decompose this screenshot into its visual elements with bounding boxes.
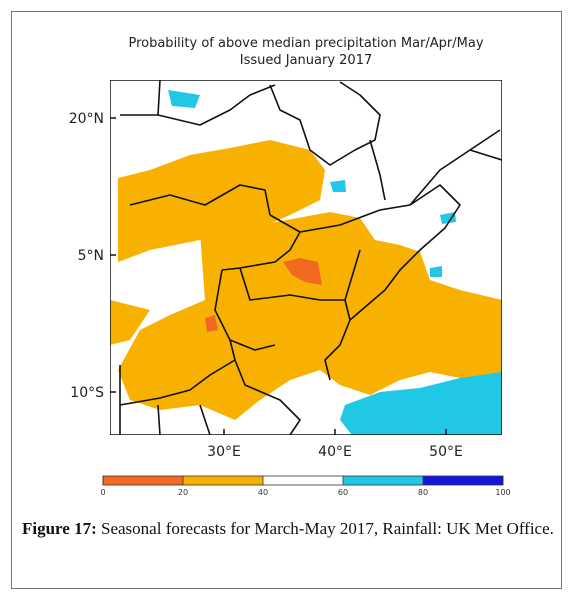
map-ticks <box>110 117 447 435</box>
caption-label: Figure 17: <box>22 519 97 538</box>
lat-label: 20°N <box>69 111 104 127</box>
lat-label: 10°S <box>70 385 104 401</box>
title-line: Issued January 2017 <box>240 53 373 68</box>
colorbar-segment <box>103 476 183 485</box>
lon-label: 30°E <box>207 444 241 460</box>
colorbar-segment <box>263 476 343 485</box>
map <box>110 80 502 435</box>
colorbar-segment <box>183 476 263 485</box>
colorbar-tick-label: 0 <box>100 488 105 497</box>
lon-label: 40°E <box>318 444 352 460</box>
colorbar-tick-label: 60 <box>338 488 348 497</box>
colorbar-tick-label: 100 <box>495 488 510 497</box>
colorbar-tick-label: 20 <box>178 488 188 497</box>
figure-frame <box>11 11 562 589</box>
colorbar-segment <box>423 476 503 485</box>
caption: Figure 17: Seasonal forecasts for March-… <box>22 518 557 540</box>
lon-label: 50°E <box>429 444 463 460</box>
colorbar-segment <box>343 476 423 485</box>
caption-text: Seasonal forecasts for March-May 2017, R… <box>101 519 554 538</box>
colorbar-tick-label: 40 <box>258 488 268 497</box>
colorbar-tick-label: 80 <box>418 488 428 497</box>
title-line: Probability of above median precipitatio… <box>128 36 483 51</box>
lat-label: 5°N <box>78 248 104 264</box>
